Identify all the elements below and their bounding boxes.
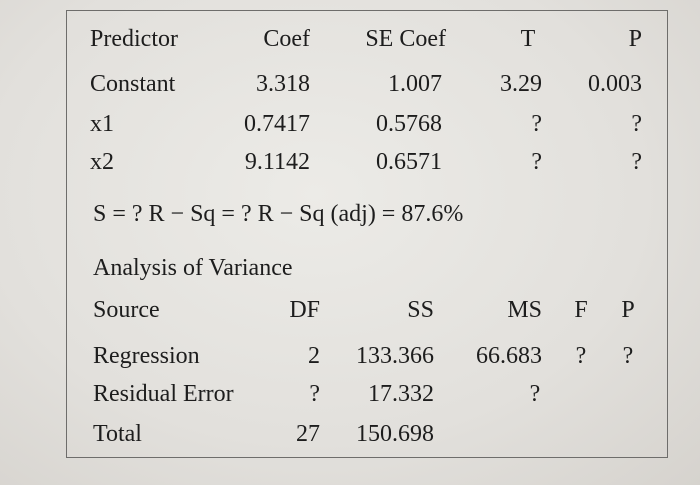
anova-header-source: Source (93, 297, 160, 323)
anova-row-source: Residual Error (93, 381, 234, 407)
anova-row-ss: 133.366 (356, 343, 434, 369)
summary-statistics-line: S = ? R − Sq = ? R − Sq (adj) = 87.6% (93, 201, 464, 227)
anova-row-f: ? (575, 343, 587, 369)
anova-header-p: P (621, 297, 635, 323)
anova-header-f: F (574, 297, 588, 323)
anova-header-ms: MS (507, 297, 542, 323)
anova-header-df: DF (289, 297, 320, 323)
coef-row-t: 3.29 (500, 71, 542, 97)
coef-row-p: ? (631, 149, 642, 175)
anova-row-ms: ? (529, 381, 541, 407)
anova-row-source: Total (93, 421, 142, 447)
coef-header-se-coef: SE Coef (365, 26, 446, 52)
coef-row-se-coef: 0.6571 (376, 149, 442, 175)
anova-row-ss: 17.332 (368, 381, 434, 407)
coef-row-predictor: x1 (90, 111, 114, 137)
coef-row-predictor: x2 (90, 149, 114, 175)
coef-row-predictor: Constant (90, 71, 176, 97)
coef-row-t: ? (531, 111, 542, 137)
coef-header-coef: Coef (263, 26, 310, 52)
coef-row-coef: 3.318 (256, 71, 310, 97)
output-frame (66, 10, 668, 458)
coef-row-coef: 0.7417 (244, 111, 310, 137)
coef-row-se-coef: 0.5768 (376, 111, 442, 137)
anova-row-df: 2 (308, 343, 320, 369)
coef-row-p: 0.003 (588, 71, 642, 97)
coef-header-p: P (628, 26, 642, 52)
coef-header-t: T (520, 26, 536, 52)
coef-header-predictor: Predictor (90, 26, 178, 52)
anova-title: Analysis of Variance (93, 255, 293, 281)
anova-row-df: ? (309, 381, 320, 407)
anova-row-source: Regression (93, 343, 200, 369)
anova-row-ms: 66.683 (476, 343, 542, 369)
coef-row-t: ? (531, 149, 542, 175)
anova-row-df: 27 (296, 421, 320, 447)
anova-row-p: ? (622, 343, 634, 369)
anova-header-ss: SS (407, 297, 434, 323)
coef-row-coef: 9.1142 (244, 149, 310, 175)
coef-row-se-coef: 1.007 (388, 71, 442, 97)
coef-row-p: ? (631, 111, 642, 137)
anova-row-ss: 150.698 (356, 421, 434, 447)
